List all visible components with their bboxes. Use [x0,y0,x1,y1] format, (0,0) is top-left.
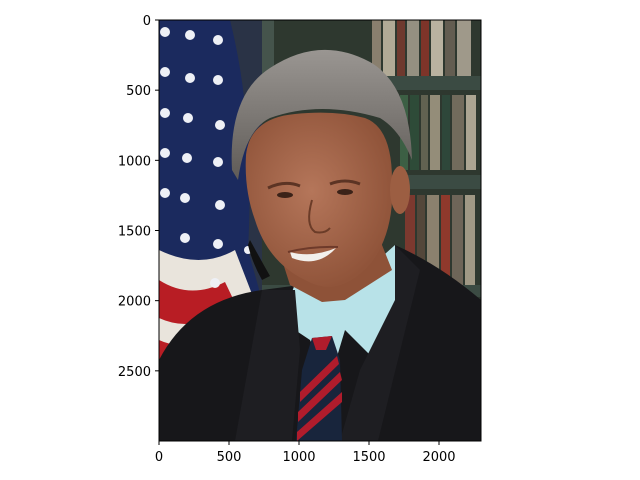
lapel-left [235,290,300,441]
plot-image [159,20,481,441]
ear [390,166,410,214]
x-tick-label: 1500 [352,450,385,465]
y-tick-label: 500 [126,84,151,99]
x-axis-ticks: 0 500 1000 1500 2000 [155,441,456,465]
y-tick-label: 0 [143,14,151,29]
y-tick-label: 2000 [118,295,151,310]
x-tick-label: 2000 [422,450,455,465]
y-tick-label: 1000 [118,154,151,169]
face [245,112,393,287]
x-tick-label: 1000 [282,450,315,465]
hair [231,49,412,180]
y-axis-ticks: 0 500 1000 1500 2000 2500 [118,14,159,380]
tie [296,336,342,441]
x-tick-label: 0 [155,450,163,465]
y-tick-label: 1500 [118,225,151,240]
mouth [290,248,336,262]
x-tick-label: 500 [217,450,242,465]
y-tick-label: 2500 [118,365,151,380]
lapel-right [340,245,420,441]
